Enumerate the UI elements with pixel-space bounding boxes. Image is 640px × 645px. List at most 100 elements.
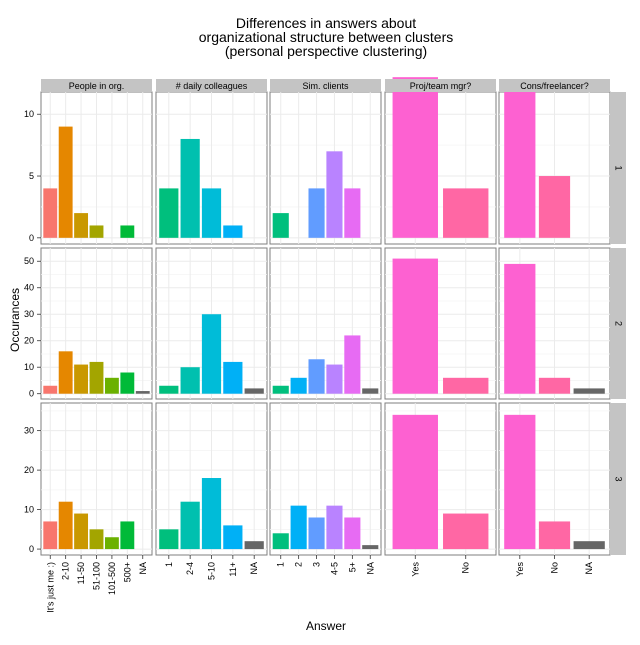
bar-2-1-5 bbox=[104, 377, 119, 394]
bar-3-3-2 bbox=[290, 505, 307, 550]
bar-3-1-3 bbox=[74, 513, 89, 550]
bar-3-2-1 bbox=[159, 529, 179, 550]
y-tick-label: 0 bbox=[29, 233, 34, 243]
x-tick-label: 11-50 bbox=[76, 562, 86, 584]
column-strip-4 bbox=[385, 79, 496, 92]
bar-3-3-3 bbox=[308, 517, 325, 550]
column-strip-label-1: People in org. bbox=[69, 81, 125, 91]
bar-1-5-1 bbox=[504, 89, 536, 238]
x-tick-label: 2-10 bbox=[61, 562, 71, 580]
bar-1-1-4 bbox=[89, 225, 104, 238]
y-tick-label: 30 bbox=[24, 426, 34, 436]
bar-2-3-6 bbox=[362, 388, 379, 394]
x-tick-label: 11+ bbox=[228, 562, 238, 577]
x-tick-label: Yes bbox=[515, 562, 525, 577]
x-tick-label: 3 bbox=[312, 562, 322, 567]
bar-1-4-2 bbox=[443, 188, 489, 238]
bar-2-4-2 bbox=[443, 377, 489, 394]
y-tick-label: 10 bbox=[24, 505, 34, 515]
bar-1-2-4 bbox=[223, 225, 243, 238]
x-tick-label: 4-5 bbox=[329, 562, 339, 575]
bar-1-2-2 bbox=[180, 138, 200, 238]
bar-2-2-3 bbox=[201, 314, 222, 394]
bar-3-1-5 bbox=[104, 537, 119, 550]
x-tick-label: 5+ bbox=[347, 562, 357, 572]
panel-r2-c3 bbox=[269, 247, 382, 400]
x-tick-label: 51-100 bbox=[92, 562, 102, 590]
bar-3-2-4 bbox=[223, 525, 243, 550]
x-tick-label: 2 bbox=[294, 562, 304, 567]
bar-1-1-1 bbox=[43, 188, 58, 238]
row-strip-2 bbox=[610, 248, 626, 399]
column-strip-label-4: Proj/team mgr? bbox=[410, 81, 472, 91]
bar-3-5-1 bbox=[504, 414, 536, 550]
x-tick-label: No bbox=[461, 562, 471, 574]
row-strip-label-3: 3 bbox=[614, 476, 624, 481]
row-strip-3 bbox=[610, 403, 626, 555]
bar-1-2-3 bbox=[201, 188, 222, 238]
x-tick-label: No bbox=[550, 562, 560, 574]
bar-1-1-3 bbox=[74, 213, 89, 238]
bar-2-3-1 bbox=[272, 385, 289, 394]
panel-r3-c3 bbox=[269, 402, 382, 556]
bar-1-3-5 bbox=[344, 188, 361, 238]
x-tick-label: It's just me :) bbox=[45, 562, 55, 613]
bar-2-3-2 bbox=[290, 377, 307, 394]
y-tick-label: 20 bbox=[24, 465, 34, 475]
column-strip-label-2: # daily colleagues bbox=[176, 81, 248, 91]
bar-1-4-1 bbox=[392, 77, 438, 238]
bar-2-2-5 bbox=[244, 388, 264, 394]
y-tick-label: 10 bbox=[24, 362, 34, 372]
bar-3-4-2 bbox=[443, 513, 489, 550]
bar-3-3-4 bbox=[326, 505, 343, 550]
column-strip-1 bbox=[41, 79, 152, 92]
bar-3-1-2 bbox=[58, 501, 73, 550]
y-tick-label: 5 bbox=[29, 171, 34, 181]
x-tick-label: NA bbox=[584, 562, 594, 575]
chart-title-line-1: Differences in answers about bbox=[236, 15, 416, 31]
bar-3-2-5 bbox=[244, 541, 264, 550]
bar-2-2-1 bbox=[159, 385, 179, 394]
y-tick-label: 30 bbox=[24, 309, 34, 319]
chart-title-line-3: (personal perspective clustering) bbox=[225, 43, 427, 59]
x-tick-label: 101-500 bbox=[107, 562, 117, 595]
bar-1-3-1 bbox=[272, 213, 289, 238]
bar-1-3-4 bbox=[326, 151, 343, 238]
x-axis-title: Answer bbox=[306, 619, 346, 633]
bar-2-3-3 bbox=[308, 359, 325, 394]
bar-3-2-2 bbox=[180, 501, 200, 550]
bar-2-2-2 bbox=[180, 367, 200, 394]
row-strip-1 bbox=[610, 92, 626, 244]
bar-2-1-1 bbox=[43, 385, 58, 394]
bar-2-3-4 bbox=[326, 364, 343, 394]
bar-2-1-3 bbox=[74, 364, 89, 394]
x-tick-label: Yes bbox=[410, 562, 420, 577]
bar-3-1-4 bbox=[89, 529, 104, 550]
column-strip-label-5: Cons/freelancer? bbox=[520, 81, 589, 91]
bar-2-5-1 bbox=[504, 263, 536, 394]
bar-3-1-1 bbox=[43, 521, 58, 550]
bar-1-2-1 bbox=[159, 188, 179, 238]
bar-3-3-6 bbox=[362, 545, 379, 550]
y-tick-label: 50 bbox=[24, 256, 34, 266]
bar-3-3-5 bbox=[344, 517, 361, 550]
y-tick-label: 0 bbox=[29, 389, 34, 399]
y-tick-label: 40 bbox=[24, 283, 34, 293]
row-strip-label-2: 2 bbox=[614, 321, 624, 326]
x-tick-label: 1 bbox=[164, 562, 174, 567]
bar-3-4-1 bbox=[392, 414, 438, 550]
x-tick-label: NA bbox=[365, 562, 375, 575]
bar-3-3-1 bbox=[272, 533, 289, 550]
bar-2-1-4 bbox=[89, 361, 104, 394]
x-tick-label: 1 bbox=[276, 562, 286, 567]
y-tick-label: 0 bbox=[29, 544, 34, 554]
bar-2-1-7 bbox=[135, 391, 150, 394]
x-tick-label: NA bbox=[138, 562, 148, 575]
x-tick-label: NA bbox=[249, 562, 259, 575]
bar-2-2-4 bbox=[223, 361, 243, 394]
bar-2-1-2 bbox=[58, 351, 73, 394]
bar-1-5-2 bbox=[538, 176, 571, 238]
bar-2-5-3 bbox=[573, 388, 605, 394]
